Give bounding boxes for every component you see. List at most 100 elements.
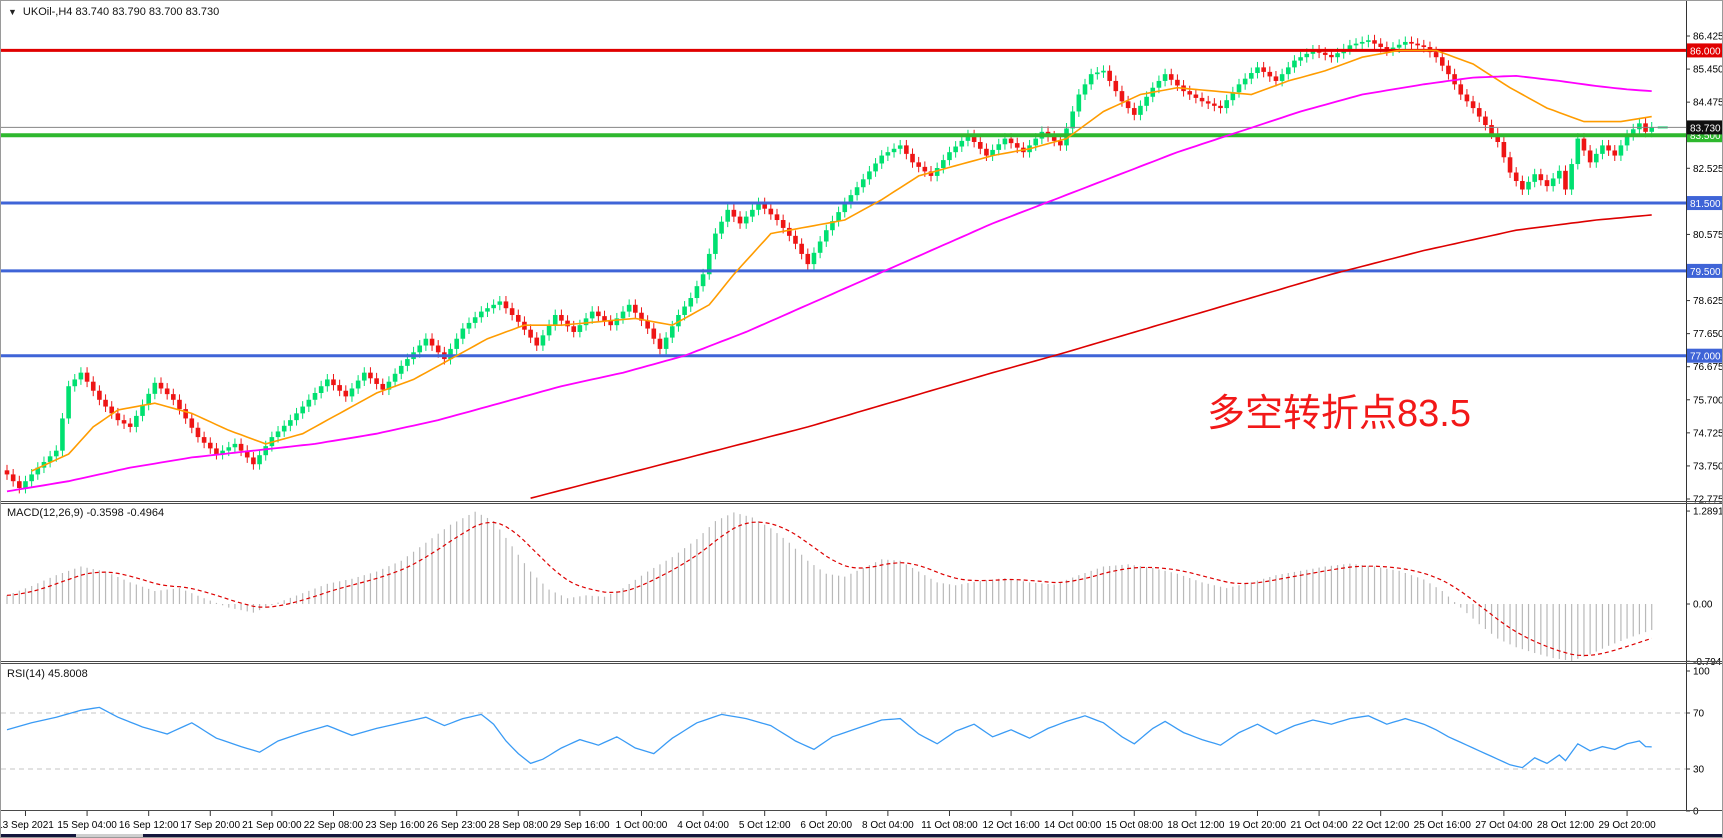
candle-body (509, 308, 515, 315)
macd-panel[interactable] (6, 511, 1653, 661)
time-tick-label: 5 Oct 12:00 (739, 820, 791, 831)
candle-body (1205, 101, 1211, 104)
candle-body (725, 209, 731, 222)
candle-body (35, 467, 41, 475)
candle-body (787, 227, 792, 236)
candle-body (947, 152, 952, 161)
candle-body (109, 406, 115, 414)
price-scale[interactable]: 86.425 85.450 84.475 82.525 80.575 78.625 77.6… (1686, 1, 1723, 818)
price-line-badge-label: 81.500 (1690, 199, 1721, 210)
candle-body (1557, 170, 1562, 179)
horizontal-level-lines[interactable] (1, 48, 1686, 358)
candle-body (1255, 67, 1260, 74)
candle-body (1483, 116, 1488, 126)
candle-body (552, 314, 558, 326)
candle-body (183, 409, 188, 419)
rsi-indicator-label: RSI(14) 45.8008 (7, 668, 88, 680)
chart-annotation-text[interactable]: 多空转折点83.5 (1207, 393, 1471, 435)
candle-body (1513, 172, 1519, 182)
time-tick-label: 15 Oct 08:00 (1106, 820, 1164, 831)
candle-body (485, 308, 490, 312)
price-tick-label: 72.775 (1693, 495, 1723, 506)
candle-body (1279, 74, 1285, 81)
candle-body (565, 320, 570, 327)
candle-body (1008, 138, 1014, 144)
candle-body (115, 413, 121, 421)
candle-body (90, 381, 96, 391)
candle-body (435, 345, 441, 353)
price-tick-label: 75.700 (1693, 395, 1723, 406)
candle-body (904, 145, 909, 154)
candle-body (466, 322, 472, 329)
candle-body (984, 148, 989, 156)
candle-body (300, 406, 305, 414)
candle-body (793, 235, 798, 244)
candle-body (23, 481, 28, 488)
candle-body (1439, 57, 1445, 66)
candle-body (226, 447, 232, 451)
candle-body (1544, 180, 1550, 187)
price-line-badge-label: 83.730 (1690, 123, 1721, 134)
candle-body (1236, 84, 1242, 93)
price-line-badge-label: 86.000 (1690, 46, 1721, 57)
time-tick-label: 11 Oct 08:00 (921, 820, 978, 831)
candle-body (232, 443, 238, 448)
candle-body (318, 386, 324, 394)
candle-body (214, 448, 219, 455)
candle-body (491, 304, 496, 309)
candle-body (103, 399, 108, 407)
price-line-badge[interactable] (1687, 43, 1723, 58)
candle-body (1476, 108, 1482, 117)
candle-body (1298, 57, 1303, 61)
candle-body (1335, 53, 1340, 58)
candle-body (626, 304, 632, 312)
candle-body (1649, 127, 1655, 132)
candle-body (398, 365, 404, 374)
candle-body (663, 337, 669, 349)
candle-body (848, 195, 854, 204)
price-line-badge[interactable] (1687, 263, 1723, 278)
candle-body (1014, 143, 1020, 148)
candle-body (1501, 141, 1507, 158)
moving-average-lines (6, 49, 1652, 499)
candle-body (559, 314, 564, 321)
candle-body (633, 304, 638, 313)
candle-body (497, 301, 503, 305)
candle-body (392, 373, 398, 382)
time-tick-label: 22 Oct 12:00 (1352, 820, 1410, 831)
candle-body (1464, 94, 1470, 102)
candle-body (1520, 181, 1525, 190)
candle-body (84, 372, 90, 382)
candle-body (1033, 138, 1039, 146)
candle-body (774, 214, 780, 221)
candle-body (1175, 79, 1180, 86)
candle-body (1070, 111, 1075, 129)
price-line-badge[interactable] (1687, 196, 1723, 211)
rsi-panel[interactable] (1, 706, 1686, 770)
macd-signal-line (6, 521, 1652, 657)
candle-body (823, 230, 829, 242)
candle-body (571, 326, 577, 332)
candle-body (1267, 71, 1273, 77)
time-tick-label: 23 Sep 16:00 (365, 820, 425, 831)
price-line-badge[interactable] (1687, 120, 1723, 135)
time-tick-label: 21 Oct 04:00 (1290, 820, 1348, 831)
price-line-badge[interactable] (1687, 348, 1723, 363)
candle-body (1569, 164, 1574, 190)
candle-body (72, 379, 78, 387)
candle-body (669, 326, 675, 338)
candle-body (756, 203, 761, 210)
candle-body (750, 209, 755, 217)
candle-body (164, 388, 170, 395)
candle-body (645, 320, 650, 329)
candle-body (737, 216, 743, 224)
symbol-dropdown-icon[interactable]: ▼ (8, 7, 17, 17)
candle-body (682, 306, 687, 315)
time-scale[interactable]: 13 Sep 2021 15 Sep 04:00 16 Sep 12:00 17 Se… (1, 811, 1656, 831)
bottom-bar-light-segment[interactable] (76, 834, 143, 837)
candle-body (1113, 80, 1119, 92)
candles-group (4, 34, 1668, 494)
candle-body (454, 338, 459, 349)
